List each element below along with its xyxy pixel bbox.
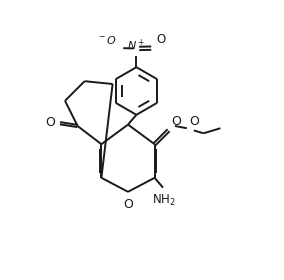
Text: O: O: [189, 115, 199, 128]
Text: O: O: [156, 33, 166, 46]
Text: NH$_2$: NH$_2$: [153, 193, 176, 208]
Text: $^-O$: $^-O$: [97, 34, 117, 46]
Text: $N^+$: $N^+$: [127, 38, 145, 53]
Text: O: O: [123, 198, 133, 211]
Text: O: O: [45, 116, 55, 129]
Text: O: O: [171, 115, 181, 128]
